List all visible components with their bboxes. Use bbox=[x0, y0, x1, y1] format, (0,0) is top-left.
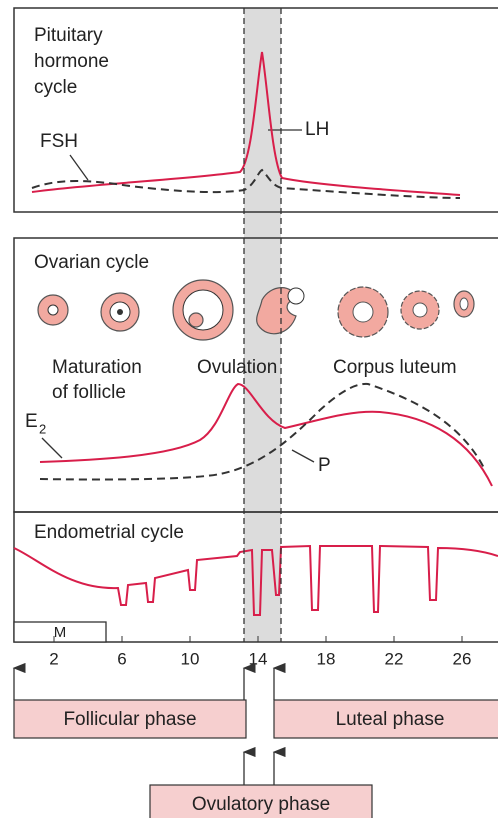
day-label: 6 bbox=[117, 649, 126, 668]
ovulation-label: Ovulation bbox=[197, 357, 277, 378]
panel-title: cycle bbox=[34, 77, 77, 98]
leader bbox=[291, 449, 315, 463]
day-label: 2 bbox=[49, 649, 58, 668]
fsh-label: FSH bbox=[40, 131, 78, 152]
endometrium-curve bbox=[13, 544, 498, 616]
day-label: 22 bbox=[385, 649, 404, 668]
luteal-box bbox=[273, 699, 498, 739]
panel-title: Endometrial cycle bbox=[34, 522, 184, 543]
lh-label: LH bbox=[305, 119, 329, 140]
e2-curve bbox=[39, 382, 493, 487]
menses-label: M bbox=[54, 624, 67, 641]
corpus-luteum-label: Corpus luteum bbox=[333, 357, 457, 378]
lh-curve bbox=[31, 51, 461, 196]
ovulatory-box bbox=[149, 784, 373, 818]
p-label: P bbox=[318, 455, 331, 476]
day-label: 14 bbox=[249, 649, 268, 668]
menses-box bbox=[13, 621, 107, 643]
phase-label: Ovulatory phase bbox=[192, 794, 330, 815]
panel-title: hormone bbox=[34, 51, 109, 72]
fsh-curve bbox=[31, 168, 461, 199]
day-label: 10 bbox=[181, 649, 200, 668]
e2-subscript: 2 bbox=[39, 421, 46, 436]
phase-label: Luteal phase bbox=[336, 709, 445, 730]
leader bbox=[41, 437, 63, 459]
p-curve bbox=[39, 382, 486, 481]
pituitary-panel bbox=[13, 7, 498, 213]
endometrial-panel bbox=[13, 511, 498, 643]
panel-title: Pituitary bbox=[34, 25, 103, 46]
follicular-box bbox=[13, 699, 247, 739]
panel-title: Ovarian cycle bbox=[34, 252, 149, 273]
leader bbox=[69, 154, 89, 181]
phase-label: Follicular phase bbox=[63, 709, 196, 730]
maturation-label: Maturation bbox=[52, 357, 142, 378]
follicle-icons bbox=[37, 279, 475, 341]
day-label: 18 bbox=[317, 649, 336, 668]
maturation-label: of follicle bbox=[52, 382, 126, 403]
day-label: 26 bbox=[453, 649, 472, 668]
e2-label: E bbox=[25, 411, 38, 432]
